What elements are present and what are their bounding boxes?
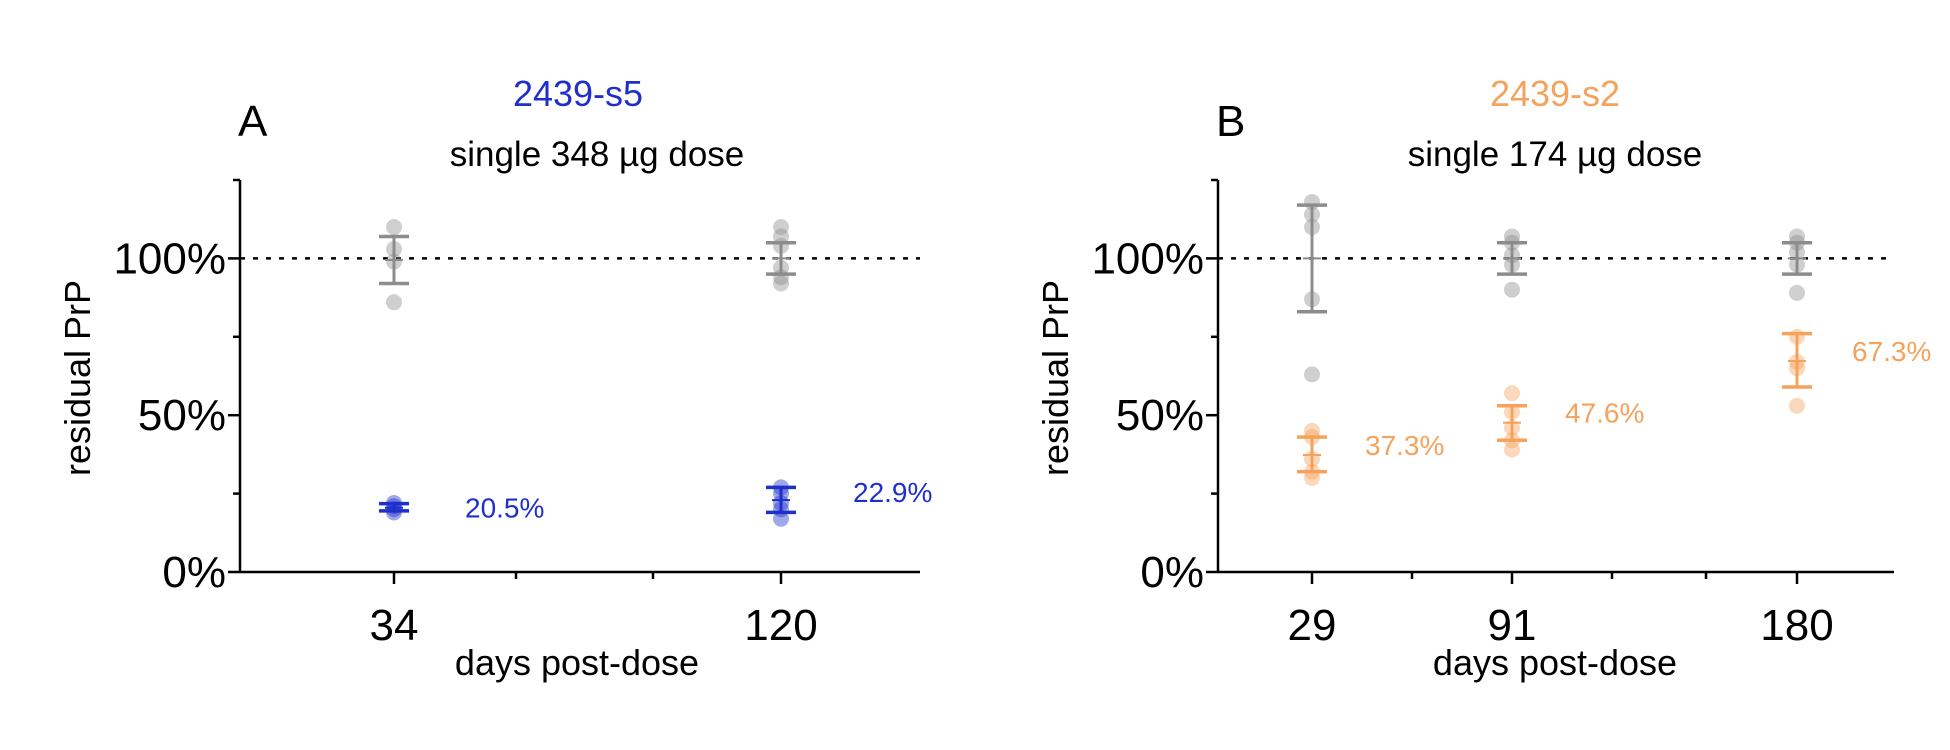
mean-value-label: 20.5%	[465, 493, 544, 524]
control-data-point	[773, 275, 789, 292]
mean-value-label: 47.6%	[1565, 398, 1644, 429]
panel-label: A	[238, 97, 268, 146]
treated-data-point	[1789, 397, 1805, 414]
compound-title: 2439-s5	[513, 73, 643, 114]
treated-data-point	[1504, 385, 1520, 402]
control-data-point	[1504, 281, 1520, 298]
compound-title: 2439-s2	[1490, 73, 1620, 114]
x-tick-label: 120	[744, 601, 817, 650]
y-tick-label: 50%	[1116, 391, 1204, 440]
y-tick-label: 100%	[113, 234, 226, 283]
treated-data-point	[1304, 469, 1320, 486]
panel-b: B 2439-s2 single 174 µg dose 0% 50% 100% 29 91 1…	[1035, 73, 1931, 683]
panel-label: B	[1216, 97, 1245, 146]
x-tick-label: 34	[370, 601, 419, 650]
control-data-point	[1304, 366, 1320, 383]
treated-data-point	[1504, 441, 1520, 458]
y-axis-label: residual PrP	[1035, 280, 1076, 476]
x-axis-label: days post-dose	[1433, 642, 1677, 683]
x-axis-label: days post-dose	[455, 642, 699, 683]
x-tick-label: 180	[1760, 601, 1833, 650]
control-data-point	[1789, 228, 1805, 245]
control-data-point	[386, 219, 402, 236]
control-data-point	[1789, 284, 1805, 301]
dose-subtitle: single 174 µg dose	[1408, 135, 1703, 174]
y-tick-label: 0%	[162, 548, 226, 597]
control-data-point	[773, 219, 789, 236]
y-tick-label: 50%	[138, 391, 226, 440]
mean-value-label: 22.9%	[853, 477, 932, 508]
treated-data-point	[1304, 422, 1320, 439]
x-tick-label: 91	[1488, 601, 1537, 650]
y-tick-label: 100%	[1091, 234, 1204, 283]
y-axis-label: residual PrP	[57, 280, 98, 476]
dose-subtitle: single 348 µg dose	[450, 135, 745, 174]
mean-value-label: 67.3%	[1852, 336, 1931, 367]
x-tick-label: 29	[1288, 601, 1337, 650]
panel-a: A 2439-s5 single 348 µg dose 0% 50% 100% 34 120…	[57, 73, 932, 683]
y-tick-label: 0%	[1140, 548, 1204, 597]
mean-value-label: 37.3%	[1365, 430, 1444, 461]
control-data-point	[386, 294, 402, 311]
control-data-point	[773, 228, 789, 245]
control-data-point	[1504, 228, 1520, 245]
treated-data-point	[773, 510, 789, 527]
